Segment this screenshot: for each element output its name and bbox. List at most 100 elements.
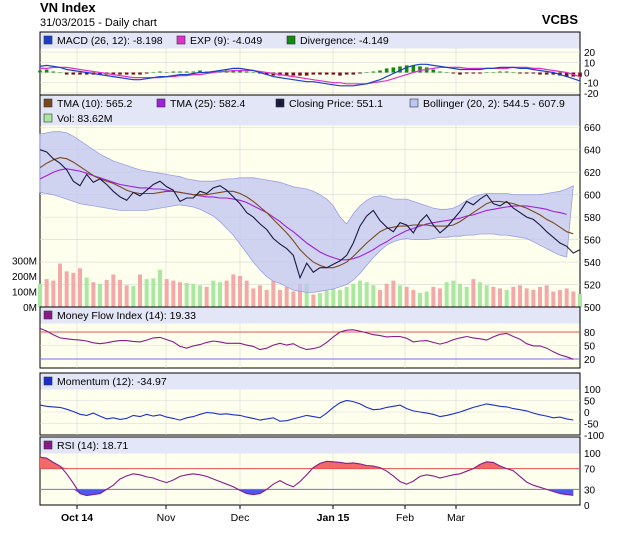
volume-bar <box>451 281 455 307</box>
divergence-bar <box>58 73 62 74</box>
volume-bar <box>185 283 189 307</box>
volume-bar <box>205 287 209 307</box>
volume-bar <box>45 279 49 307</box>
volume-bar <box>365 282 369 307</box>
volume-bar <box>331 288 335 307</box>
volume-bar <box>485 285 489 307</box>
volume-bar <box>538 287 542 307</box>
volume-bar <box>578 294 582 307</box>
legend-label: TMA (10): 565.2 <box>57 98 132 110</box>
legend-label: Momentum (12): -34.97 <box>57 376 167 388</box>
blue-square-icon <box>44 36 52 44</box>
divergence-bar <box>438 72 442 73</box>
divergence-bar <box>185 72 189 73</box>
volume-bar <box>171 281 175 307</box>
x-tick-label: Dec <box>231 512 250 524</box>
brown-square-icon <box>44 99 52 107</box>
y-tick-label: 70 <box>584 465 596 476</box>
light-green-square-icon <box>44 114 52 122</box>
volume-bar <box>231 274 235 307</box>
divergence-bar <box>65 73 69 75</box>
volume-bar <box>398 285 402 307</box>
divergence-bar <box>412 65 416 72</box>
divergence-bar <box>172 72 176 73</box>
volume-tick-label: 200M <box>12 272 37 283</box>
divergence-bar <box>292 73 296 76</box>
volume-bar <box>91 282 95 307</box>
volume-bar <box>425 292 429 308</box>
price-panel: TMA (10): 565.2 TMA (25): 582.4 Closing Pr… <box>12 95 601 314</box>
legend-label: TMA (25): 582.4 <box>170 98 245 110</box>
divergence-bar <box>452 73 456 74</box>
y-tick-label: 640 <box>584 146 601 157</box>
divergence-bar <box>318 73 322 75</box>
divergence-bar <box>338 73 342 76</box>
volume-bar <box>98 284 102 307</box>
divergence-bar <box>145 73 149 74</box>
volume-tick-label: 0M <box>23 303 37 314</box>
legend-label: Closing Price: 551.1 <box>289 98 383 110</box>
volume-bar <box>325 290 329 307</box>
legend-label: Vol: 83.62M <box>57 113 112 125</box>
y-tick-label: 660 <box>584 123 601 134</box>
purple-square-icon <box>44 311 52 319</box>
volume-bar <box>265 290 269 307</box>
y-tick-label: 30 <box>584 485 596 496</box>
divergence-bar <box>178 72 182 73</box>
chart-subtitle: 31/03/2015 - Daily chart <box>40 17 157 29</box>
volume-bar <box>138 274 142 307</box>
divergence-bar <box>478 73 482 74</box>
volume-bar <box>511 287 515 307</box>
volume-bar <box>125 285 129 307</box>
volume-bar <box>218 282 222 307</box>
divergence-bar <box>472 73 476 74</box>
legend-label: Bollinger (20, 2): 544.5 - 607.9 <box>423 98 565 110</box>
volume-bar <box>385 284 389 307</box>
y-tick-label: 500 <box>584 303 601 314</box>
volume-tick-label: 300M <box>12 257 37 268</box>
divergence-bar <box>532 73 536 74</box>
volume-bar <box>158 270 162 307</box>
y-tick-label: -20 <box>584 89 599 100</box>
x-tick-label: Nov <box>157 512 176 524</box>
volume-bar <box>518 285 522 307</box>
divergence-bar <box>352 73 356 75</box>
x-tick-label: Feb <box>396 512 414 524</box>
divergence-bar <box>505 72 509 73</box>
volume-bar <box>251 288 255 307</box>
volume-bar <box>105 280 109 307</box>
navy-square-icon <box>276 99 284 107</box>
volume-bar <box>78 268 82 307</box>
volume-bar <box>278 290 282 307</box>
volume-bar <box>198 285 202 307</box>
volume-bar <box>225 281 229 307</box>
volume-bar <box>418 293 422 307</box>
volume-bar <box>285 287 289 307</box>
volume-bar <box>405 287 409 307</box>
divergence-bar <box>345 73 349 75</box>
y-tick-label: 620 <box>584 168 601 179</box>
y-tick-label: 580 <box>584 213 601 224</box>
volume-bar <box>571 292 575 308</box>
volume-bar <box>465 287 469 307</box>
divergence-bar <box>252 73 256 74</box>
volume-bar <box>85 278 89 307</box>
y-tick-label: 100 <box>584 449 601 460</box>
legend-label: MACD (26, 12): -8.198 <box>57 35 163 47</box>
y-tick-label: 100 <box>584 385 601 396</box>
volume-bar <box>165 279 169 307</box>
divergence-bar <box>485 73 489 74</box>
volume-bar <box>271 281 275 307</box>
divergence-bar <box>38 70 42 72</box>
volume-bar <box>245 281 249 307</box>
volume-bar <box>478 282 482 307</box>
divergence-bar <box>385 68 389 72</box>
divergence-bar <box>332 73 336 75</box>
divergence-bar <box>45 69 49 72</box>
volume-bar <box>51 281 55 307</box>
divergence-bar <box>372 72 376 73</box>
